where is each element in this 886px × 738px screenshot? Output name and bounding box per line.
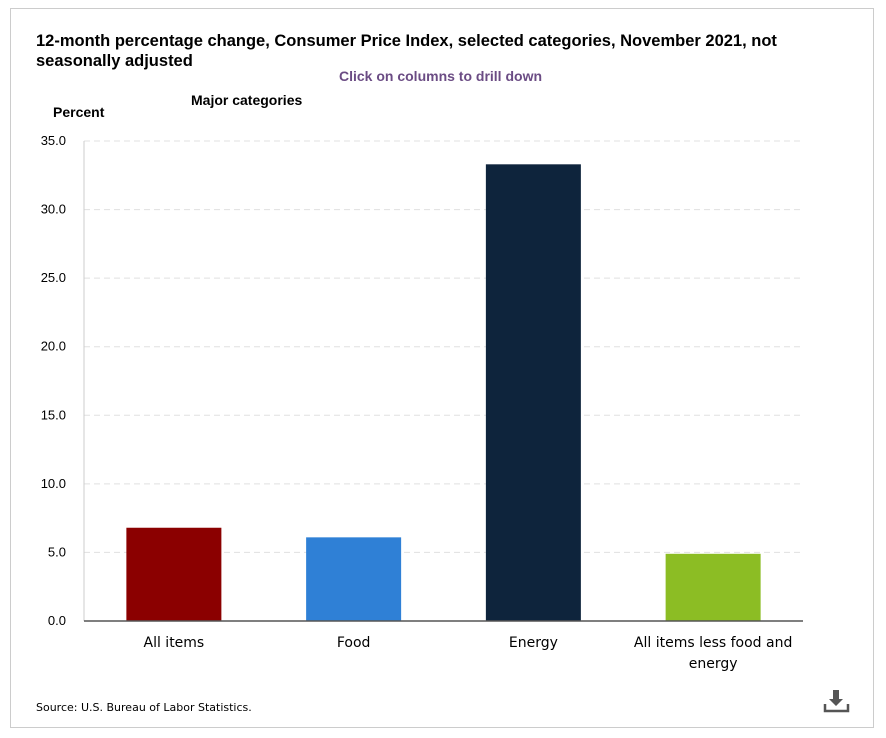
chart-subtitle: Major categories	[191, 92, 303, 108]
y-tick-label: 10.0	[41, 476, 66, 491]
bar[interactable]	[306, 537, 402, 621]
y-tick-label: 20.0	[41, 339, 66, 354]
y-tick-label: 15.0	[41, 407, 66, 422]
x-tick-label: Food	[337, 635, 371, 651]
y-tick-label: 25.0	[41, 270, 66, 285]
bar[interactable]	[485, 164, 581, 622]
y-tick-label: 5.0	[48, 544, 66, 559]
y-axis-label: Percent	[53, 104, 105, 120]
x-tick-label: energy	[689, 656, 738, 672]
download-icon	[823, 690, 850, 713]
download-button[interactable]	[822, 686, 852, 716]
x-tick-label: All items less food and	[634, 635, 792, 651]
y-tick-label: 0.0	[48, 613, 66, 628]
source-note: Source: U.S. Bureau of Labor Statistics.	[36, 701, 252, 714]
x-tick-label: Energy	[509, 635, 558, 651]
y-tick-label: 30.0	[41, 202, 66, 217]
bar[interactable]	[126, 527, 222, 621]
x-tick-label: All items	[144, 635, 205, 651]
bar[interactable]	[665, 553, 761, 621]
drill-down-hint[interactable]: Click on columns to drill down	[339, 68, 543, 84]
chart-title: 12-month percentage change, Consumer Pri…	[36, 32, 777, 70]
y-tick-label: 35.0	[41, 133, 66, 148]
